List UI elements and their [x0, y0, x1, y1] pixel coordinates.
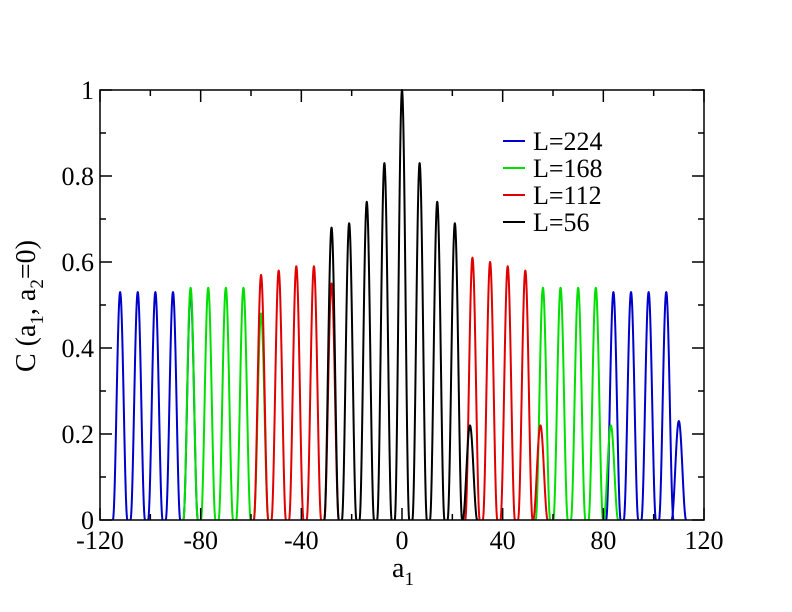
y-tick-label-3: 0.6 — [62, 248, 95, 277]
series-2 — [252, 256, 549, 521]
series-3-peak-5 — [411, 162, 428, 521]
x-tick-label-0: -120 — [76, 526, 124, 555]
series-1-peak-3 — [235, 286, 252, 521]
series-2-peak-2 — [288, 265, 305, 521]
series-1-peak-9 — [602, 424, 619, 521]
series-0-peak-9 — [670, 420, 687, 521]
y-axis-title-sub2: 2 — [27, 279, 48, 289]
y-axis-title-part3: =0) — [11, 240, 42, 279]
series-2-peak-6 — [481, 261, 499, 521]
series-1-peak-1 — [199, 286, 217, 521]
x-tick-label-2: -40 — [284, 526, 319, 555]
series-1-peak-7 — [569, 286, 587, 521]
y-tick-label-2: 0.4 — [62, 334, 95, 363]
series-0-peak-6 — [622, 291, 640, 521]
series-0-peak-8 — [658, 291, 675, 521]
series-0-peak-1 — [129, 291, 146, 521]
series-0-peak-7 — [640, 291, 657, 521]
x-tick-label-4: 40 — [490, 526, 516, 555]
legend-label-3: L=56 — [533, 208, 590, 237]
x-tick-label-3: 0 — [396, 526, 409, 555]
series-3-peak-7 — [446, 222, 464, 521]
y-tick-label-0: 0 — [81, 506, 94, 535]
series-3-peak-3 — [376, 162, 393, 521]
series-2-peak-0 — [252, 273, 270, 521]
legend-label-1: L=168 — [533, 154, 603, 183]
series-0 — [111, 291, 687, 521]
series-2-peak-8 — [517, 269, 534, 521]
x-axis-title-main: a — [392, 553, 405, 584]
series-2-peak-9 — [532, 424, 549, 521]
series-2-peak-7 — [499, 265, 516, 521]
series-layer — [111, 89, 687, 521]
series-1-peak-0 — [182, 286, 199, 521]
y-tick-label-1: 0.2 — [62, 420, 95, 449]
legend-label-0: L=224 — [533, 127, 603, 156]
series-3-peak-1 — [340, 222, 358, 521]
x-axis-title-sub: 1 — [404, 569, 414, 590]
y-axis-title-part2: , a — [11, 288, 42, 315]
series-3-peak-0 — [323, 226, 340, 521]
x-tick-label-6: 120 — [685, 526, 724, 555]
series-0-peak-0 — [111, 291, 129, 521]
series-0-peak-3 — [164, 291, 182, 521]
ticks-layer: -120 -80 -40 0 40 80 120 0 0.2 0.4 0.6 0.8 1 — [62, 76, 724, 555]
series-3-peak-8 — [461, 424, 479, 521]
series-2-peak-3 — [305, 265, 323, 521]
series-1-peak-6 — [552, 286, 569, 521]
y-tick-label-4: 0.8 — [62, 162, 95, 191]
series-3-peak-2 — [358, 200, 376, 521]
x-tick-label-1: -80 — [183, 526, 218, 555]
y-axis-title-part1: C (a — [11, 324, 42, 372]
legend-label-2: L=112 — [533, 181, 602, 210]
series-0-peak-2 — [147, 291, 164, 521]
series-3-peak-6 — [428, 200, 446, 521]
y-tick-label-5: 1 — [81, 76, 94, 105]
x-axis-title: a1 — [392, 553, 414, 590]
series-2-peak-1 — [270, 269, 287, 521]
y-axis-title: C (a1, a2=0) — [11, 240, 48, 372]
x-tick-label-5: 80 — [590, 526, 616, 555]
series-1-peak-2 — [217, 286, 235, 521]
series-1-peak-8 — [587, 286, 605, 521]
y-axis-title-sub1: 1 — [27, 315, 48, 325]
